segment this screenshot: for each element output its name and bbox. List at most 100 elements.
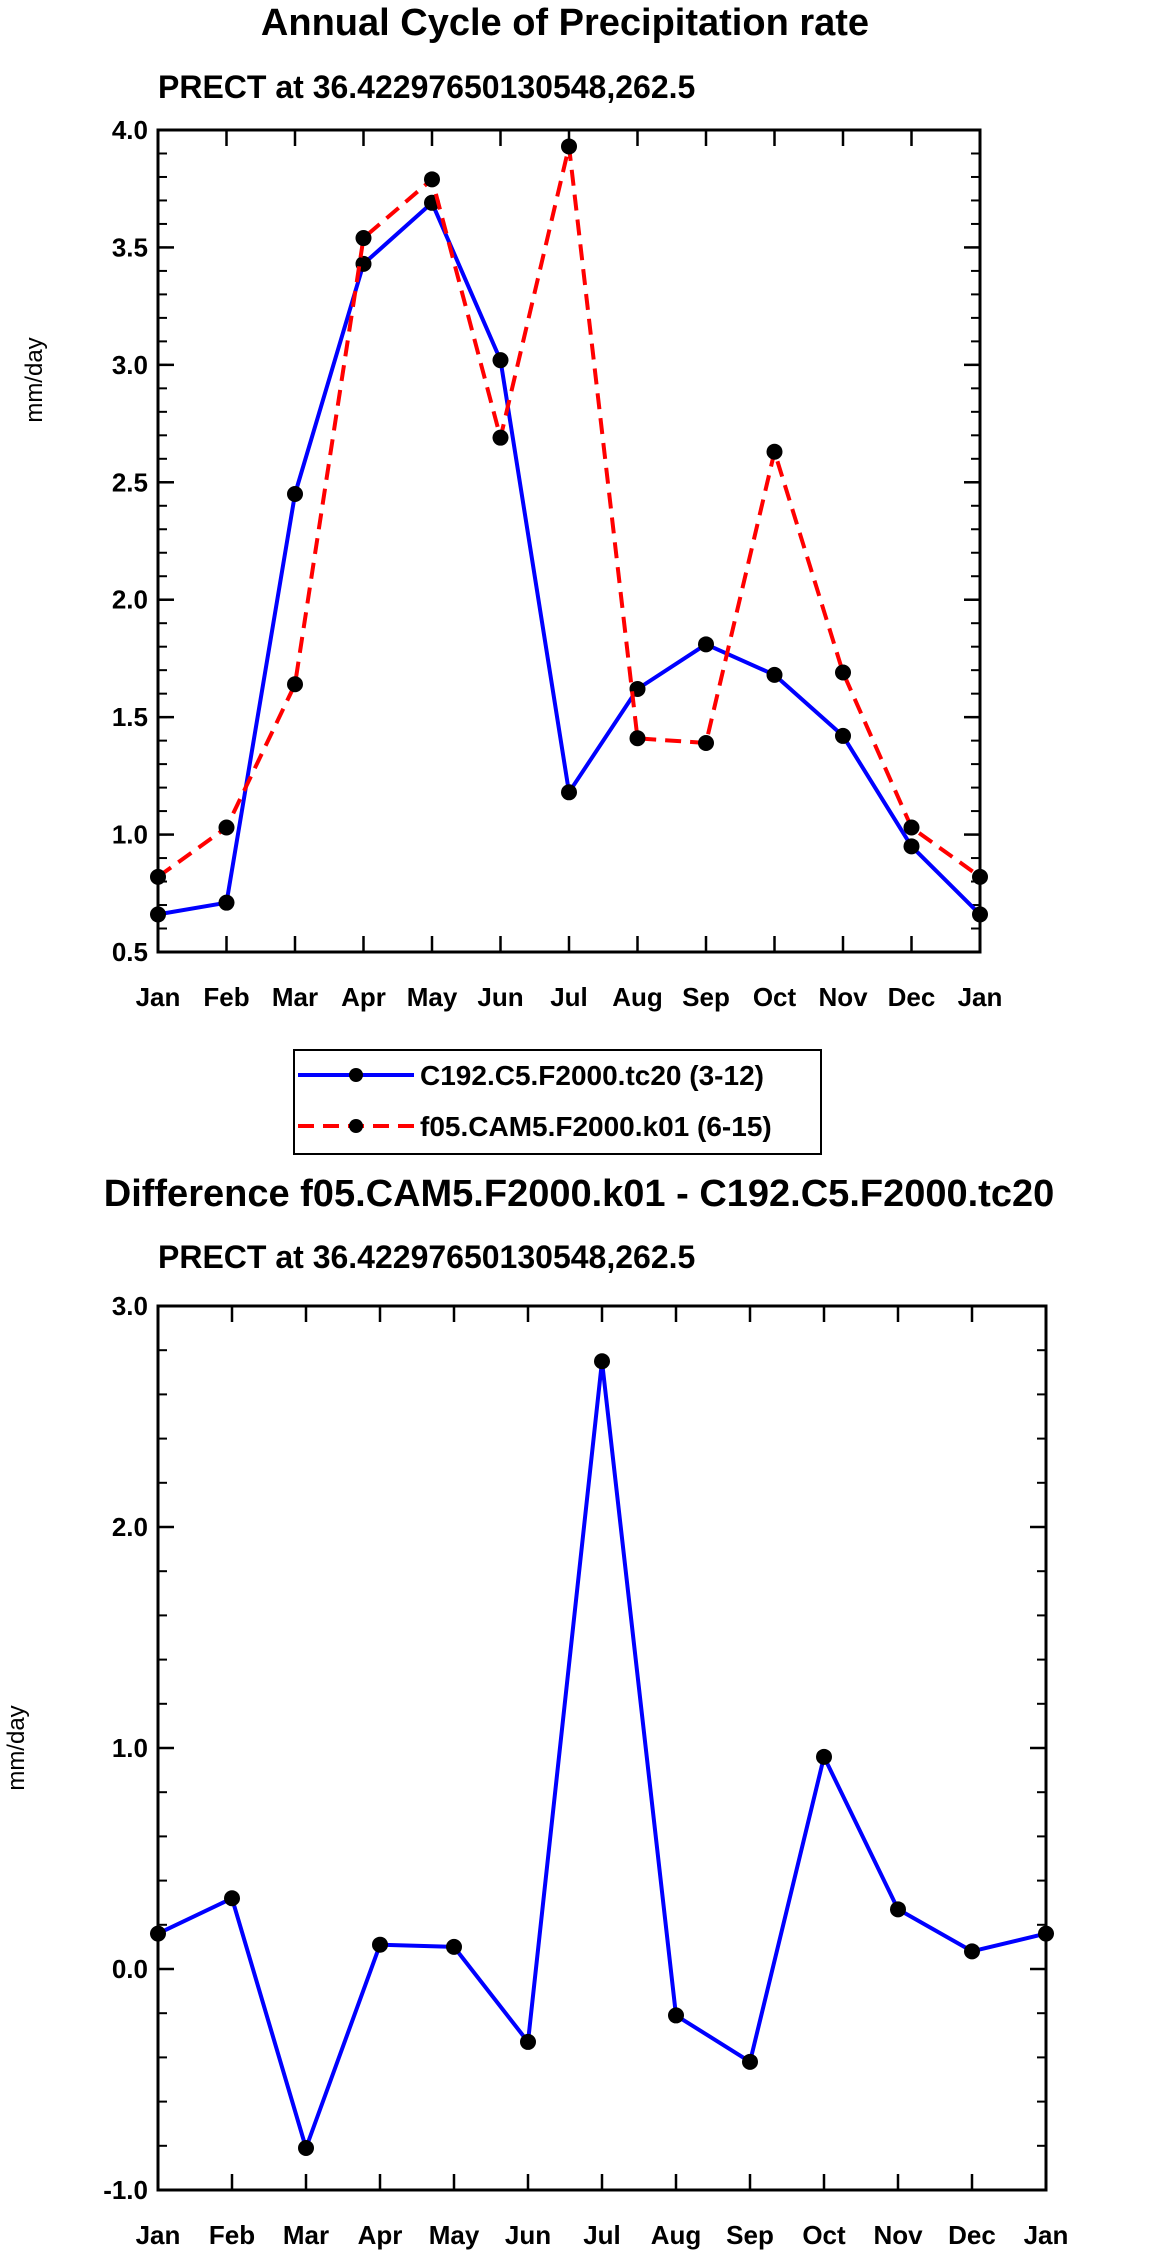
data-point (890, 1901, 906, 1918)
data-point (903, 819, 920, 836)
x-axis: Jan Feb Mar Apr May Jun Jul Aug Sep Oct Nov Dec Jan (136, 1306, 1068, 2250)
y-tick-label: 0.5 (112, 937, 148, 967)
data-point (492, 352, 509, 369)
data-point (668, 2007, 684, 2024)
x-tick-label: Jun (477, 982, 523, 1012)
data-point (1038, 1925, 1054, 1942)
chart-title: Annual Cycle of Precipitation rate (261, 2, 869, 44)
x-tick-label: Jan (136, 2220, 181, 2250)
x-tick-label: Feb (203, 982, 249, 1012)
data-point (298, 2140, 314, 2157)
legend-box (293, 1049, 822, 1155)
x-tick-label: Sep (682, 982, 730, 1012)
y-tick-label: 4.0 (112, 115, 148, 145)
data-point (287, 486, 303, 503)
data-point (698, 636, 714, 653)
plot-frame (156, 128, 982, 954)
data-point (742, 2053, 758, 2070)
data-point (835, 727, 851, 744)
y-tick-label: 3.0 (112, 1291, 148, 1321)
y-tick-label: 1.0 (112, 1733, 148, 1763)
y-axis: -1.0 0.0 1.0 2.0 3.0 (103, 1291, 1046, 2205)
precip-difference-chart: Difference f05.CAM5.F2000.k01 - C192.C5.… (3, 1173, 1068, 2250)
x-tick-label: Mar (283, 2220, 329, 2250)
data-point (698, 734, 714, 751)
data-point (816, 1748, 832, 1765)
series-layer (150, 1353, 1054, 2157)
x-tick-label: Apr (341, 982, 386, 1012)
y-tick-label: 3.5 (112, 232, 148, 262)
series-line-1 (156, 144, 982, 879)
data-point (218, 819, 235, 836)
x-tick-label: Apr (358, 2220, 403, 2250)
x-tick-label: Feb (209, 2220, 255, 2250)
legend-marker-f05 (349, 1119, 363, 1133)
data-point (224, 1890, 240, 1907)
y-axis: 0.5 1.0 1.5 2.0 2.5 3.0 3.5 4.0 (112, 115, 980, 967)
data-point (835, 664, 851, 681)
x-tick-label: Oct (802, 2220, 846, 2250)
data-point (766, 666, 783, 683)
data-point (150, 1925, 166, 1942)
legend-entry-c192: C192.C5.F2000.tc20 (3-12) (298, 1060, 764, 1091)
series-layer (150, 138, 988, 923)
legend-marker-c192 (349, 1068, 363, 1082)
y-tick-label: 0.0 (112, 1954, 148, 1984)
x-tick-label: Nov (873, 2220, 923, 2250)
x-tick-label: Jun (505, 2220, 551, 2250)
x-tick-label: Dec (888, 982, 936, 1012)
y-tick-label: 1.0 (112, 820, 148, 850)
y-tick-label: 2.5 (112, 467, 148, 497)
x-tick-label: Nov (818, 982, 868, 1012)
x-tick-label: Jul (550, 982, 588, 1012)
data-point (150, 868, 166, 885)
data-point (972, 906, 988, 923)
y-axis-label: mm/day (3, 1705, 30, 1790)
x-tick-label: Dec (948, 2220, 996, 2250)
x-tick-label: Jan (136, 982, 181, 1012)
data-point (964, 1943, 980, 1960)
chart-subtitle: PRECT at 36.42297650130548,262.5 (158, 69, 695, 105)
x-tick-label: Aug (651, 2220, 702, 2250)
y-tick-label: 2.0 (112, 1512, 148, 1542)
data-point (218, 894, 235, 911)
data-point (520, 2033, 536, 2050)
x-tick-label: Oct (753, 982, 797, 1012)
data-point (561, 138, 577, 155)
x-tick-label: May (429, 2220, 480, 2250)
y-tick-label: -1.0 (103, 2175, 148, 2205)
legend: C192.C5.F2000.tc20 (3-12) f05.CAM5.F2000… (293, 1049, 822, 1155)
y-tick-label: 3.0 (112, 350, 148, 380)
y-tick-label: 1.5 (112, 702, 148, 732)
data-point (594, 1353, 610, 1370)
legend-entry-f05: f05.CAM5.F2000.k01 (6-15) (298, 1111, 772, 1142)
precip-annual-cycle-chart: Annual Cycle of Precipitation rate PRECT… (21, 2, 1003, 1155)
data-point (446, 1938, 462, 1955)
data-point (492, 429, 509, 446)
data-point (372, 1936, 388, 1953)
legend-label-f05: f05.CAM5.F2000.k01 (6-15) (420, 1111, 772, 1142)
data-point (287, 676, 303, 693)
x-tick-label: Mar (272, 982, 318, 1012)
y-axis-label: mm/day (21, 337, 48, 422)
data-point (561, 784, 577, 801)
x-tick-label: Aug (612, 982, 663, 1012)
x-tick-label: Jan (958, 982, 1003, 1012)
legend-label-c192: C192.C5.F2000.tc20 (3-12) (420, 1060, 764, 1091)
data-point (972, 868, 988, 885)
series-line-0 (157, 1359, 1047, 2150)
x-axis: Jan Feb Mar Apr May Jun Jul Aug Sep Oct Nov Dec Jan (136, 130, 1003, 1012)
plot-frame (156, 1304, 1048, 2192)
data-point (903, 838, 920, 855)
data-point (629, 730, 646, 747)
data-point (766, 443, 783, 460)
x-tick-label: Jul (583, 2220, 621, 2250)
chart-title: Difference f05.CAM5.F2000.k01 - C192.C5.… (104, 1173, 1054, 1215)
data-point (355, 230, 372, 247)
data-point (150, 906, 166, 923)
y-tick-label: 2.0 (112, 585, 148, 615)
chart-subtitle: PRECT at 36.42297650130548,262.5 (158, 1239, 695, 1275)
x-tick-label: Sep (726, 2220, 774, 2250)
x-tick-label: May (407, 982, 458, 1012)
